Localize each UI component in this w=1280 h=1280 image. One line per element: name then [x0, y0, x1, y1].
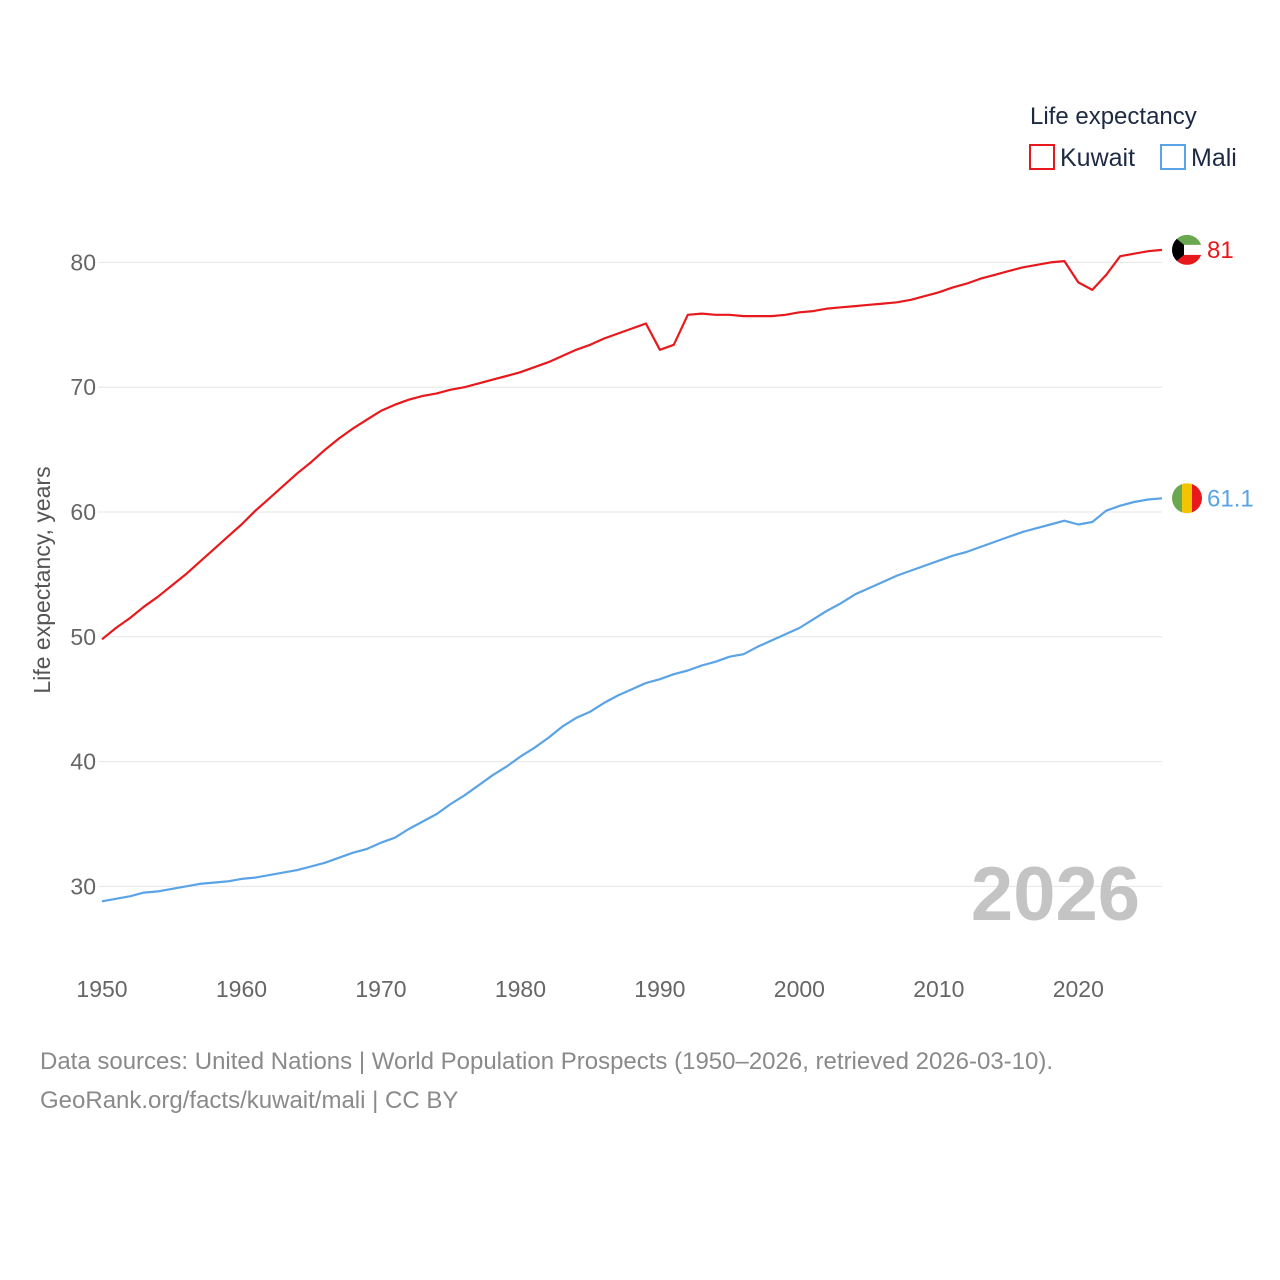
y-tick-label-70: 70: [70, 374, 96, 400]
y-tick-label-40: 40: [70, 749, 96, 775]
y-tick-label-50: 50: [70, 624, 96, 650]
y-tick-label-80: 80: [70, 249, 96, 275]
legend-label-kuwait: Kuwait: [1060, 144, 1135, 172]
year-watermark: 2026: [971, 852, 1140, 937]
end-value-label-kuwait: 81: [1207, 237, 1234, 264]
grid-lines: [98, 261, 1162, 887]
legend-swatch-kuwait: [1029, 144, 1055, 170]
legend-title: Life expectancy: [1030, 103, 1197, 130]
y-tick-label-60: 60: [70, 499, 96, 525]
x-axis-ticks: 1950 1960 1970 1980 1990 2000 2010 2020: [76, 976, 1103, 1002]
x-tick-label-1960: 1960: [216, 976, 267, 1002]
legend-item-mali[interactable]: Mali: [1160, 144, 1237, 172]
mali-flag-icon: [1172, 483, 1202, 514]
x-tick-label-1980: 1980: [495, 976, 546, 1002]
x-tick-label-1990: 1990: [634, 976, 685, 1002]
y-tick-label-30: 30: [70, 873, 96, 899]
y-axis-title: Life expectancy, years: [29, 466, 55, 693]
footer: Data sources: United Nations | World Pop…: [40, 1042, 1240, 1120]
legend[interactable]: Life expectancy Kuwait Mali: [1029, 103, 1237, 172]
legend-item-kuwait[interactable]: Kuwait: [1029, 144, 1135, 172]
x-tick-label-2010: 2010: [913, 976, 964, 1002]
x-tick-label-2020: 2020: [1053, 976, 1104, 1002]
y-axis-ticks: 30 40 50 60 70 80: [70, 249, 96, 899]
line-chart: 30 40 50 60 70 80 1950 1960 1970 1980 1990 2000 201…: [29, 103, 1254, 1002]
end-value-label-mali: 61.1: [1207, 485, 1254, 512]
series-line-kuwait: [101, 248, 1163, 641]
series-line-mali: [101, 497, 1163, 903]
series-lines: [101, 248, 1163, 903]
series-end-markers: 81 61.1: [1172, 234, 1254, 514]
x-tick-label-2000: 2000: [774, 976, 825, 1002]
legend-swatch-mali: [1160, 144, 1186, 170]
legend-label-mali: Mali: [1191, 144, 1237, 172]
kuwait-flag-icon: [1172, 234, 1202, 265]
x-tick-label-1970: 1970: [355, 976, 406, 1002]
attribution-text: GeoRank.org/facts/kuwait/mali | CC BY: [40, 1087, 459, 1114]
data-sources-text: Data sources: United Nations | World Pop…: [40, 1048, 1054, 1075]
x-tick-label-1950: 1950: [76, 976, 127, 1002]
